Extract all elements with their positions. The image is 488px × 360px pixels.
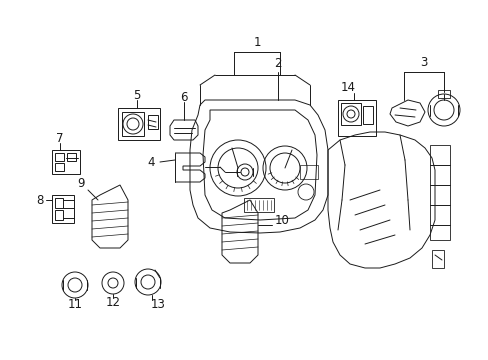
- Bar: [67, 153, 76, 161]
- Bar: [122, 112, 143, 136]
- Bar: [340, 103, 360, 125]
- Text: 13: 13: [150, 298, 165, 311]
- Bar: [299, 165, 317, 179]
- Text: 11: 11: [67, 298, 82, 311]
- Text: 3: 3: [420, 55, 427, 68]
- Bar: [52, 150, 80, 174]
- Text: 12: 12: [105, 297, 120, 310]
- Bar: [55, 153, 64, 161]
- Text: 5: 5: [133, 89, 141, 102]
- Bar: [55, 163, 64, 171]
- Text: 4: 4: [147, 156, 155, 168]
- Text: 6: 6: [180, 90, 187, 104]
- Bar: [244, 198, 273, 212]
- Bar: [431, 250, 443, 268]
- Text: 2: 2: [274, 57, 281, 69]
- Bar: [362, 106, 372, 124]
- Bar: [148, 115, 158, 129]
- Text: 1: 1: [253, 36, 260, 49]
- Bar: [337, 100, 375, 136]
- Bar: [52, 195, 74, 223]
- Bar: [118, 108, 160, 140]
- Bar: [55, 210, 63, 220]
- Text: 10: 10: [274, 213, 289, 226]
- Text: 14: 14: [340, 81, 355, 94]
- Text: 9: 9: [77, 176, 85, 189]
- Text: 7: 7: [56, 131, 63, 144]
- Bar: [55, 198, 63, 208]
- Text: 8: 8: [37, 194, 44, 207]
- Bar: [429, 145, 449, 240]
- Bar: [437, 90, 449, 98]
